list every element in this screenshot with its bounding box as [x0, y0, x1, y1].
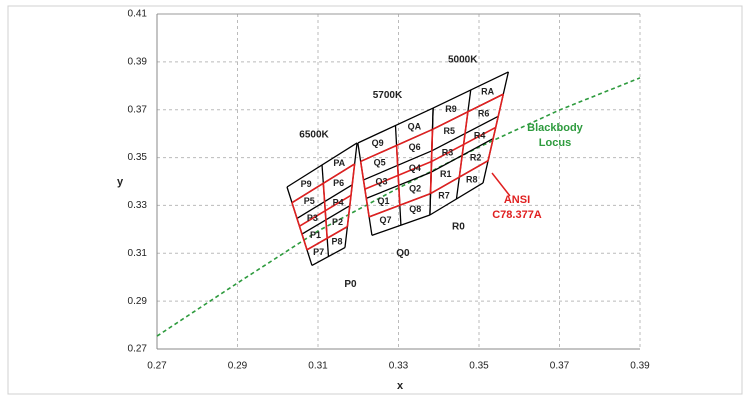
ansi-leader: [491, 172, 511, 197]
y-tick-label: 0.33: [128, 200, 148, 211]
outside-label: P0: [344, 279, 357, 290]
ansi-line: [322, 183, 328, 239]
bin-label: P3: [307, 213, 318, 223]
bin-line: [429, 182, 484, 216]
y-axis-label: y: [117, 176, 124, 188]
bin-label: R5: [444, 126, 456, 136]
ansi-line: [368, 192, 431, 218]
bin-label: R8: [466, 174, 478, 184]
x-tick-label: 0.33: [389, 361, 409, 372]
bin-label: Q3: [376, 177, 388, 187]
bin-label: QA: [408, 121, 422, 131]
locus-label: Blackbody: [527, 122, 584, 134]
bin-label: P8: [331, 237, 342, 247]
y-tick-label: 0.27: [128, 344, 148, 355]
ansi-label: ANSI: [504, 194, 530, 206]
ansi-line: [487, 93, 505, 161]
y-tick-label: 0.37: [128, 104, 148, 115]
bin-label: Q7: [379, 215, 391, 225]
x-tick-label: 0.31: [308, 361, 328, 372]
bin-label: P1: [310, 230, 321, 240]
ansi-line: [458, 111, 469, 178]
chart-frame: [7, 5, 743, 395]
locus-label: Locus: [539, 137, 571, 149]
bin-label: P2: [332, 217, 343, 227]
x-tick-label: 0.39: [630, 361, 650, 372]
bin-label: R6: [478, 108, 490, 118]
x-tick-label: 0.29: [228, 361, 248, 372]
bin-label: R4: [474, 130, 486, 140]
bin-label: P4: [333, 197, 344, 207]
bin-label: RA: [481, 86, 494, 96]
bin-label: R7: [438, 191, 450, 201]
group-name: 5000K: [448, 55, 478, 66]
outside-label: Q0: [396, 248, 410, 259]
ansi-line: [291, 202, 308, 251]
y-tick-label: 0.31: [128, 248, 148, 259]
y-tick-label: 0.29: [128, 296, 148, 307]
bin-label: R1: [440, 169, 452, 179]
bin-label: Q8: [409, 204, 421, 214]
bin-label: P7: [313, 247, 324, 257]
x-tick-label: 0.35: [469, 361, 489, 372]
ansi-label: C78.377A: [492, 209, 542, 221]
bin-label: P9: [301, 179, 312, 189]
bin-label: Q5: [374, 157, 386, 167]
x-axis-label: x: [397, 380, 404, 392]
bin-label: P5: [304, 196, 315, 206]
group-name: 5700K: [373, 90, 403, 101]
bin-label: Q4: [409, 163, 421, 173]
bin-label: Q9: [372, 138, 384, 148]
outside-label: R0: [452, 222, 465, 233]
bin-label: R3: [442, 147, 454, 157]
bin-label: R2: [470, 152, 482, 162]
ansi-line: [395, 145, 401, 206]
bin-label: PA: [333, 158, 345, 168]
group-name: 6500K: [299, 130, 329, 141]
x-tick-label: 0.27: [147, 361, 167, 372]
y-tick-label: 0.41: [128, 9, 148, 20]
ansi-line: [346, 163, 356, 227]
x-tick-label: 0.37: [550, 361, 570, 372]
bin-label: Q6: [409, 142, 421, 152]
y-tick-label: 0.39: [128, 56, 148, 67]
y-tick-label: 0.35: [128, 152, 148, 163]
bin-label: Q2: [409, 183, 421, 193]
bin-label: P6: [333, 178, 344, 188]
ansi-line: [306, 225, 348, 251]
bin-label: R9: [445, 104, 457, 114]
bin-label: Q1: [377, 196, 389, 206]
ansi-line: [359, 161, 370, 217]
ansi-line: [429, 129, 434, 194]
